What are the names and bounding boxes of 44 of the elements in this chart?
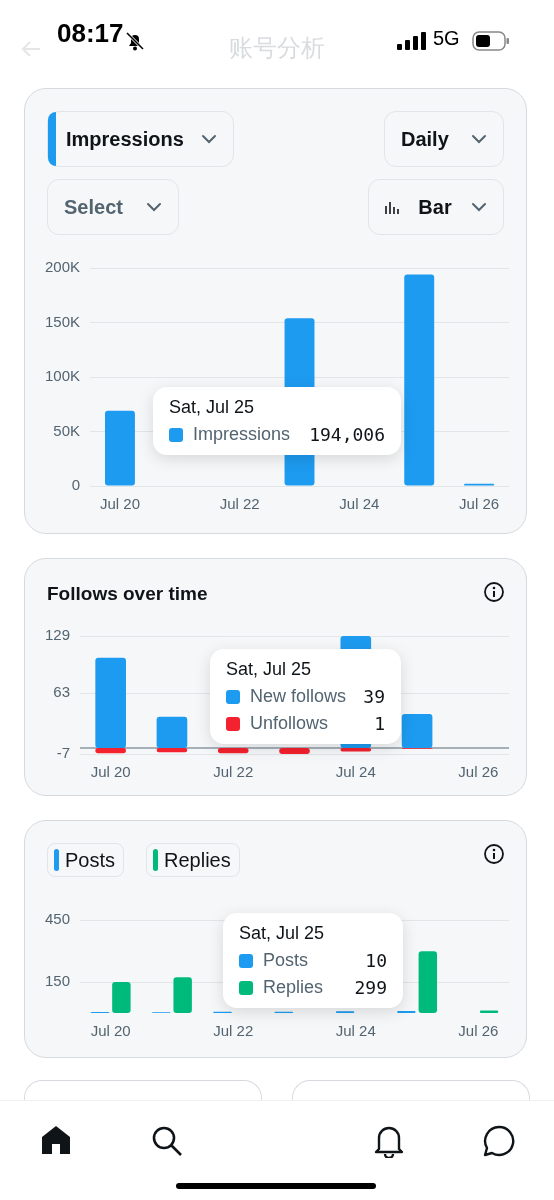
annotation: Sat, Jul 25: [226, 659, 313, 680]
annotation: 10: [365, 950, 387, 971]
x-tick-label: Jul 22: [219, 495, 260, 513]
x-tick-label: Jul 24: [339, 495, 380, 513]
y-tick-label: 450: [45, 910, 71, 928]
text: Select: [64, 195, 123, 219]
y-tick-label: 150K: [44, 312, 81, 330]
y-tick-label: 0: [71, 476, 81, 494]
text: 08:17: [57, 18, 124, 49]
annotation: 39: [363, 686, 385, 707]
legend-label: Unfollows: [250, 713, 330, 734]
annotation: 299: [354, 977, 387, 998]
y-tick-label: 150: [45, 972, 71, 990]
x-tick-label: Jul 20: [99, 495, 140, 513]
text: 5G: [433, 27, 460, 50]
y-tick-label: 200K: [44, 258, 81, 276]
x-tick-label: Jul 22: [213, 763, 254, 781]
x-tick-label: Jul 20: [90, 1022, 131, 1040]
x-tick-label: Jul 26: [458, 763, 499, 781]
legend-label: New follows: [250, 686, 348, 707]
legend-label: Replies: [263, 977, 325, 998]
y-tick-label: 63: [53, 683, 71, 701]
annotation: Sat, Jul 25: [169, 397, 256, 418]
x-tick-label: Jul 20: [90, 763, 131, 781]
y-tick-label: 129: [45, 626, 71, 644]
text: Bar: [418, 195, 452, 219]
x-tick-label: Jul 24: [335, 763, 376, 781]
legend-label: Impressions: [193, 424, 292, 445]
y-tick-label: 100K: [44, 367, 81, 385]
text: Daily: [401, 127, 449, 151]
y-tick-label: 50K: [53, 421, 81, 439]
annotation: 1: [374, 713, 385, 734]
legend-label: Posts: [263, 950, 310, 971]
x-tick-label: Jul 22: [213, 1022, 254, 1040]
annotation: 194,006: [309, 424, 385, 445]
y-tick-label: -7: [56, 744, 71, 762]
text: Posts: [65, 848, 116, 871]
x-tick-label: Jul 26: [459, 495, 500, 513]
x-tick-label: Jul 26: [458, 1022, 499, 1040]
chart-title: Follows over time: [47, 583, 208, 605]
annotation: Sat, Jul 25: [239, 923, 326, 944]
text: Replies: [164, 848, 231, 871]
x-tick-label: Jul 24: [335, 1022, 376, 1040]
text: Impressions: [66, 127, 184, 150]
